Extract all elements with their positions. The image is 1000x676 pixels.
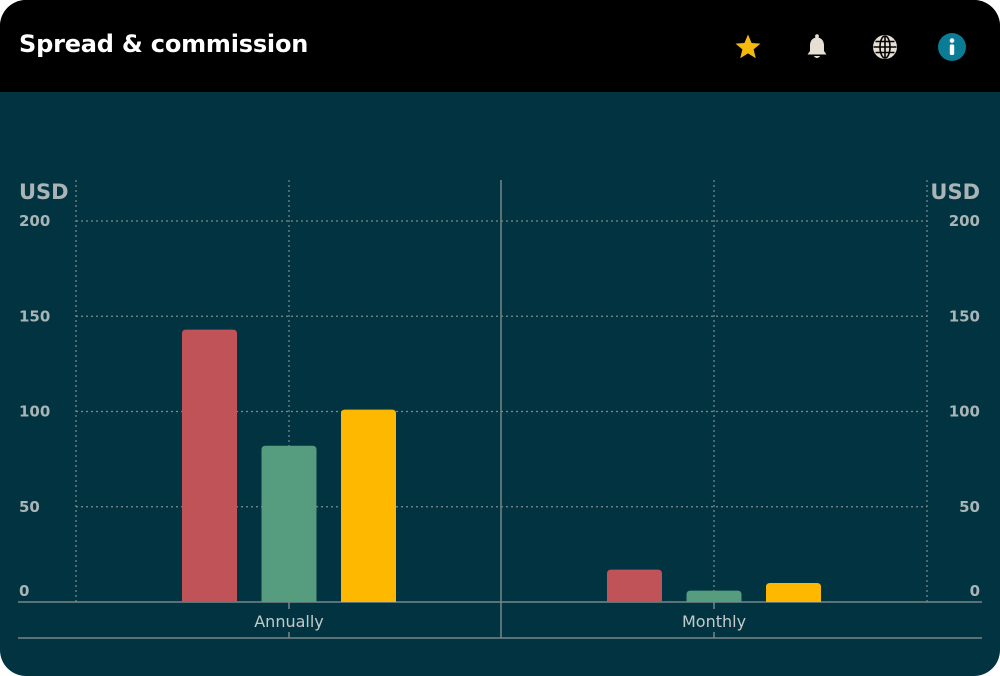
y-tick-left-150: 150	[19, 307, 50, 325]
bar-annually-series-1	[182, 329, 237, 602]
y-tick-right-150: 150	[949, 307, 980, 325]
bar-annually-series-3	[341, 409, 396, 602]
bar-annually-series-2	[261, 445, 317, 602]
bar-monthly-series-1	[607, 569, 662, 602]
y-axis-unit-left: USD	[19, 180, 69, 204]
y-tick-right-100: 100	[949, 403, 980, 421]
chart-svg: Annually Monthly 0 0 50 50 100 100 150 150 200 200 U…	[18, 180, 982, 639]
star-icon[interactable]	[733, 32, 763, 62]
y-tick-right-200: 200	[949, 212, 980, 230]
y-tick-left-0: 0	[19, 582, 29, 600]
bar-monthly-series-3	[766, 582, 821, 602]
bar-monthly-series-2	[686, 590, 742, 602]
bell-icon[interactable]	[802, 32, 832, 62]
y-tick-right-0: 0	[970, 582, 980, 600]
y-axis-unit-right: USD	[930, 180, 980, 204]
y-tick-left-200: 200	[19, 212, 50, 230]
info-icon[interactable]	[937, 32, 967, 62]
x-label-monthly: Monthly	[682, 612, 746, 631]
page-title: Spread & commission	[19, 30, 309, 58]
globe-icon[interactable]	[870, 32, 900, 62]
x-label-annually: Annually	[254, 612, 324, 631]
bar-chart: Annually Monthly 0 0 50 50 100 100 150 150 200 200 U…	[0, 92, 1000, 676]
y-tick-left-100: 100	[19, 403, 50, 421]
y-tick-left-50: 50	[19, 498, 40, 516]
header-bar: Spread & commission	[0, 0, 1000, 92]
y-tick-right-50: 50	[959, 498, 980, 516]
